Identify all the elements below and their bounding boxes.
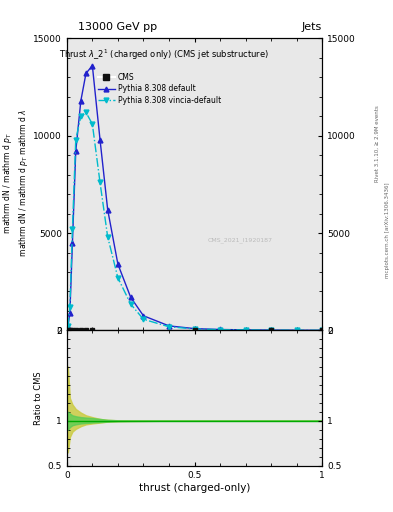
Text: Rivet 3.1.10, ≥ 2.9M events: Rivet 3.1.10, ≥ 2.9M events [375, 105, 380, 182]
Text: Jets: Jets [302, 22, 322, 32]
Y-axis label: Ratio to CMS: Ratio to CMS [35, 371, 43, 425]
Text: Thrust $\lambda\_2^1$ (charged only) (CMS jet substructure): Thrust $\lambda\_2^1$ (charged only) (CM… [59, 47, 269, 61]
Text: 13000 GeV pp: 13000 GeV pp [78, 22, 158, 32]
X-axis label: thrust (charged-only): thrust (charged-only) [139, 482, 250, 493]
Legend: CMS, Pythia 8.308 default, Pythia 8.308 vincia-default: CMS, Pythia 8.308 default, Pythia 8.308 … [96, 71, 222, 106]
Y-axis label:   mathrm d$^2$N
  mathrm d $p_T$ mathrm d $\lambda$
1
  mathrm dN / mathrm d $p_: mathrm d$^2$N mathrm d $p_T$ mathrm d $\… [0, 108, 30, 261]
Text: CMS_2021_I1920187: CMS_2021_I1920187 [208, 237, 272, 243]
Text: mcplots.cern.ch [arXiv:1306.3436]: mcplots.cern.ch [arXiv:1306.3436] [385, 183, 389, 278]
